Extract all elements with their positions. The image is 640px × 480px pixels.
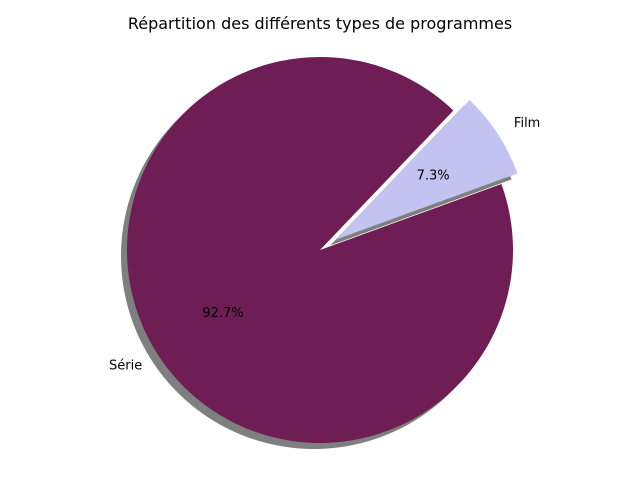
pct-label-serie: 92.7%	[202, 306, 243, 321]
slice-layer	[127, 57, 518, 444]
pct-label-film: 7.3%	[417, 169, 450, 184]
pie-slice-film	[336, 99, 518, 240]
label-layer: Film 7.3% Série 92.7%	[109, 116, 540, 374]
chart-title: Répartition des différents types de prog…	[128, 14, 512, 33]
pie-slice-serie	[127, 57, 514, 444]
slice-label-serie: Série	[109, 359, 142, 374]
slice-label-film: Film	[514, 116, 540, 131]
